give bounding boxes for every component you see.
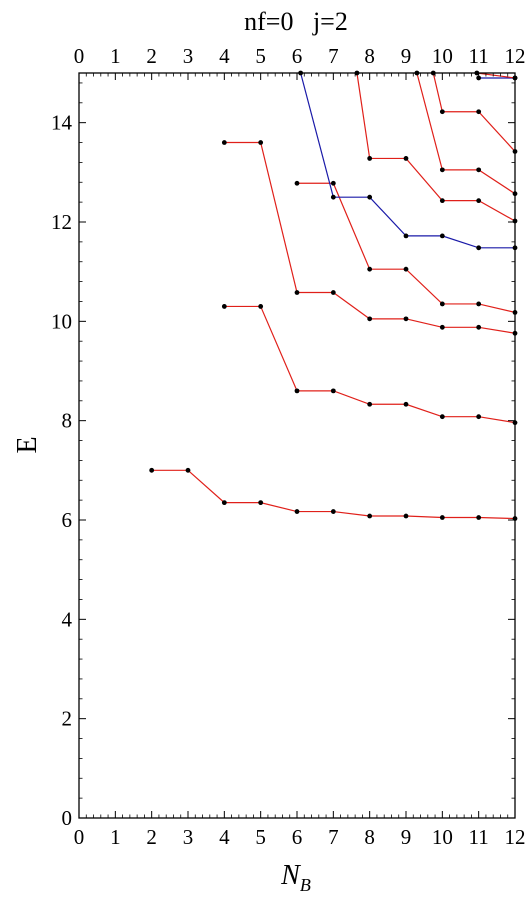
x-tick-label-bottom: 11 <box>469 825 489 849</box>
data-point-3-8 <box>476 324 482 330</box>
data-point-1-4 <box>258 500 264 506</box>
data-point-5-2 <box>330 194 336 200</box>
data-point-2-3 <box>294 388 300 394</box>
plot-area <box>149 70 518 521</box>
data-point-1-1 <box>149 467 155 473</box>
data-point-1-5 <box>294 509 300 514</box>
data-point-7-3 <box>476 167 482 173</box>
x-tick-label-top: 5 <box>255 44 266 68</box>
data-point-4-3 <box>367 266 373 272</box>
x-tick-label-bottom: 3 <box>183 825 194 849</box>
data-point-2-1 <box>221 304 227 309</box>
data-point-6-2 <box>367 156 373 161</box>
data-point-3-6 <box>403 316 409 322</box>
data-point-1-2 <box>185 467 191 473</box>
series-line-7 <box>416 72 516 195</box>
data-point-5-5 <box>439 233 445 239</box>
x-tick-label-top: 3 <box>183 44 194 68</box>
data-point-1-6 <box>330 509 336 514</box>
x-tick-label-bottom: 4 <box>219 825 230 849</box>
data-point-2-6 <box>403 401 409 407</box>
x-tick-label-top: 7 <box>328 44 339 68</box>
data-point-2-2 <box>258 304 264 309</box>
data-point-6-5 <box>476 198 482 204</box>
x-tick-label-top: 2 <box>146 44 157 68</box>
y-tick-label: 10 <box>51 309 72 333</box>
y-tick-label: 12 <box>51 210 72 234</box>
data-point-6-3 <box>403 156 409 161</box>
y-tick-label: 4 <box>62 607 73 631</box>
x-tick-label-top: 1 <box>110 44 121 68</box>
data-point-4-4 <box>403 266 409 272</box>
x-tick-label-top: 8 <box>364 44 375 68</box>
data-point-1-9 <box>439 515 445 520</box>
data-point-1-7 <box>367 513 373 519</box>
x-axis-label-main: N <box>280 860 301 891</box>
x-tick-label-top: 6 <box>292 44 303 68</box>
x-tick-label-bottom: 2 <box>146 825 157 849</box>
data-point-1-3 <box>221 500 227 506</box>
series-line-6 <box>356 72 516 222</box>
data-point-1-8 <box>403 513 409 519</box>
data-point-5-3 <box>367 194 373 200</box>
x-tick-label-top: 11 <box>469 44 489 68</box>
data-point-1-10 <box>476 515 482 520</box>
data-point-2-4 <box>330 388 336 394</box>
y-tick-label: 2 <box>62 707 73 731</box>
x-tick-label-bottom: 9 <box>401 825 412 849</box>
x-tick-label-bottom: 10 <box>432 825 453 849</box>
data-point-6-4 <box>439 198 445 204</box>
x-tick-label-bottom: 6 <box>292 825 303 849</box>
data-point-2-8 <box>476 414 482 420</box>
data-point-4-5 <box>439 301 445 307</box>
data-point-4-2 <box>330 180 336 186</box>
data-point-5-4 <box>403 233 409 239</box>
data-point-4-6 <box>476 301 482 307</box>
axes: 0011223344556677889910101111121202468101… <box>51 44 526 849</box>
data-point-3-1 <box>221 140 227 145</box>
y-tick-label: 8 <box>62 409 73 433</box>
series-line-10 <box>476 72 516 79</box>
x-tick-label-top: 4 <box>219 44 230 68</box>
x-tick-label-bottom: 1 <box>110 825 121 849</box>
y-tick-label: 14 <box>51 111 73 135</box>
series-line-3 <box>224 141 516 334</box>
data-point-3-7 <box>439 324 445 330</box>
x-tick-label-bottom: 5 <box>255 825 266 849</box>
chart-title: nf=0 j=2 <box>244 7 348 36</box>
data-point-3-2 <box>258 140 264 145</box>
data-point-5-6 <box>476 245 482 251</box>
x-tick-label-bottom: 8 <box>364 825 375 849</box>
y-tick-label: 6 <box>62 508 73 532</box>
data-point-7-2 <box>439 167 445 173</box>
x-tick-label-top: 9 <box>401 44 412 68</box>
x-tick-label-bottom: 7 <box>328 825 339 849</box>
data-point-3-4 <box>330 290 336 295</box>
y-tick-label: 0 <box>62 806 73 830</box>
x-tick-label-top: 0 <box>74 44 85 68</box>
data-point-3-5 <box>367 316 373 322</box>
x-tick-label-bottom: 12 <box>505 825 526 849</box>
x-axis-label-subscript: B <box>300 875 311 895</box>
data-point-8-3 <box>476 109 482 115</box>
data-point-4-1 <box>294 180 300 186</box>
x-tick-label-top: 10 <box>432 44 453 68</box>
data-point-2-7 <box>439 414 445 420</box>
y-axis-label: E <box>12 436 43 453</box>
x-tick-label-bottom: 0 <box>74 825 85 849</box>
x-tick-label-top: 12 <box>505 44 526 68</box>
series-line-8 <box>432 72 516 152</box>
x-axis-label: NB <box>280 860 311 895</box>
data-point-3-3 <box>294 290 300 295</box>
data-point-2-5 <box>367 401 373 407</box>
data-point-8-2 <box>439 109 445 115</box>
